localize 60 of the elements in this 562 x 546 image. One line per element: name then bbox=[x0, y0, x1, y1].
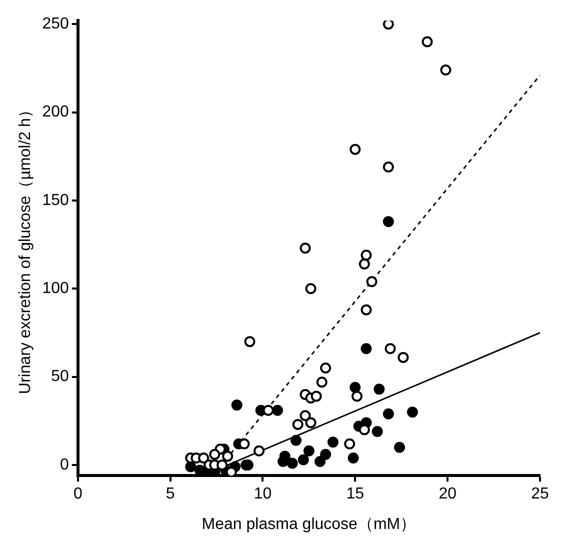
point bbox=[272, 404, 284, 416]
x-tick-label: 0 bbox=[73, 486, 82, 503]
point bbox=[198, 452, 210, 464]
point bbox=[352, 390, 363, 402]
point bbox=[372, 426, 383, 438]
point bbox=[406, 406, 418, 418]
point bbox=[394, 442, 406, 453]
point bbox=[327, 436, 338, 448]
point bbox=[314, 456, 326, 467]
y-tick-label: 50 bbox=[51, 368, 69, 386]
y-tick-label: 100 bbox=[42, 280, 69, 298]
point bbox=[360, 250, 372, 261]
point bbox=[278, 456, 289, 467]
y-tick-label: 250 bbox=[42, 16, 69, 33]
x-tick-label: 5 bbox=[166, 486, 175, 503]
y-tick-label: 0 bbox=[60, 456, 69, 474]
point bbox=[384, 343, 396, 354]
point bbox=[360, 304, 372, 316]
point bbox=[209, 448, 220, 460]
point bbox=[222, 450, 234, 462]
point bbox=[358, 258, 370, 270]
point bbox=[216, 460, 228, 471]
point bbox=[305, 417, 316, 428]
point bbox=[231, 400, 242, 411]
point bbox=[348, 452, 359, 464]
point bbox=[244, 336, 256, 348]
y-tick-label: 200 bbox=[42, 104, 69, 121]
point bbox=[310, 390, 322, 402]
y-axis-title: Urinary excretion of glucose（µmol/2 h） bbox=[17, 102, 34, 394]
point bbox=[374, 384, 385, 395]
x-tick-label: 20 bbox=[438, 486, 457, 503]
point bbox=[350, 144, 361, 155]
point bbox=[382, 20, 394, 30]
x-tick-label: 10 bbox=[254, 486, 272, 503]
point bbox=[300, 410, 311, 422]
point bbox=[382, 216, 394, 228]
x-tick-label: 25 bbox=[531, 486, 549, 503]
point bbox=[303, 445, 314, 456]
point bbox=[350, 382, 361, 393]
point bbox=[316, 376, 328, 388]
x-tick-label: 15 bbox=[346, 486, 364, 503]
point bbox=[292, 418, 304, 430]
point bbox=[360, 343, 372, 354]
point bbox=[422, 36, 433, 48]
point bbox=[305, 283, 316, 294]
point bbox=[300, 242, 311, 254]
point bbox=[344, 438, 356, 450]
point bbox=[298, 454, 309, 466]
point bbox=[320, 362, 332, 374]
point bbox=[254, 445, 265, 456]
point bbox=[382, 161, 394, 172]
point bbox=[320, 448, 332, 460]
point bbox=[440, 64, 452, 76]
point bbox=[382, 408, 394, 420]
y-tick-label: 150 bbox=[42, 192, 69, 209]
x-axis-title: Mean plasma glucose（mM） bbox=[202, 516, 416, 533]
point bbox=[290, 434, 302, 446]
point bbox=[286, 458, 298, 469]
point bbox=[398, 352, 409, 363]
point bbox=[366, 276, 378, 288]
